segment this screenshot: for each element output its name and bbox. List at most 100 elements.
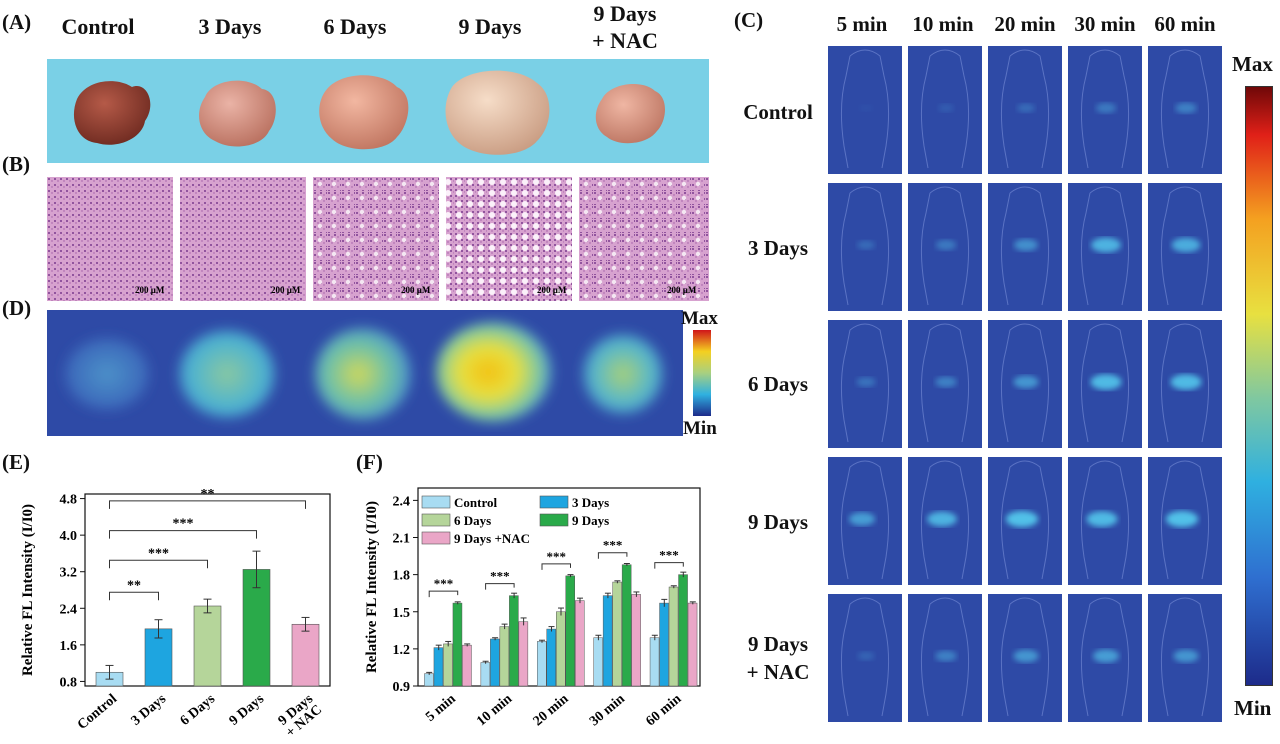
mouse-image-graphic [1160, 460, 1210, 580]
x-tick-label: 9 Days+ NAC [274, 691, 325, 740]
mouse-image [1068, 183, 1142, 311]
x-tick-label: 10 min [474, 691, 515, 729]
mouse-image-graphic [1080, 460, 1130, 580]
mouse-image-graphic [1080, 186, 1130, 306]
panel-label-a: (A) [2, 10, 32, 34]
mouse-image [1068, 457, 1142, 585]
d-colorbar [693, 330, 711, 416]
y-axis-label: Relative FL Intensity (I/I0) [364, 501, 380, 673]
y-tick-label: 4.0 [60, 529, 78, 544]
mouse-image [1148, 183, 1222, 311]
x-tick-label: 5 min [423, 691, 459, 724]
legend-label: 6 Days [454, 513, 491, 528]
liver-glow [1170, 374, 1202, 390]
liver-glow [935, 650, 957, 662]
mouse-image-graphic [1160, 186, 1210, 306]
x-tick-label: 6 Days [178, 691, 219, 729]
bar [631, 594, 641, 687]
mouse-image-graphic [920, 597, 970, 717]
mouse-image [1068, 46, 1142, 174]
significance-label: *** [659, 548, 679, 563]
legend-swatch [421, 531, 451, 545]
mouse-image [828, 457, 902, 585]
bar [424, 673, 434, 687]
row-label-control: Control [743, 100, 813, 124]
liver-glow [1013, 375, 1039, 389]
mouse-image [908, 183, 982, 311]
bar [678, 574, 688, 687]
panel-label-d: (D) [2, 296, 32, 320]
liver-fluorescence-strip [47, 310, 683, 436]
liver-9days-nac [595, 84, 665, 144]
row-label-3days: 3 Days [747, 236, 809, 260]
panel-label-c: (C) [734, 8, 764, 32]
significance-bracket [654, 562, 684, 569]
significance-bracket [109, 500, 306, 509]
bar [659, 602, 669, 687]
mouse-image [1068, 320, 1142, 448]
mouse-image [908, 46, 982, 174]
bar [575, 600, 585, 687]
liver-header-3days: 3 Days [198, 14, 262, 39]
mouse-outline [1080, 323, 1130, 443]
x-tick-label: 20 min [531, 691, 572, 729]
liver-glow [1013, 649, 1039, 663]
bar [499, 626, 510, 687]
liver-glow [1014, 239, 1038, 251]
bar [565, 575, 575, 687]
row-label-9days-nac: 9 Days + NAC [730, 630, 826, 686]
bar [593, 637, 603, 687]
mouse-image-graphic [1160, 597, 1210, 717]
mouse-image-graphic [1000, 186, 1050, 306]
histology-3days [180, 177, 306, 301]
y-tick-label: 1.2 [393, 643, 411, 658]
liver-glow [1017, 103, 1035, 113]
bar [480, 662, 491, 687]
mouse-image-graphic [920, 49, 970, 169]
time-header-30min: 30 min [1074, 12, 1136, 36]
mouse-image-graphic [840, 597, 890, 717]
liver-photos [73, 70, 665, 155]
mouse-outline [1080, 597, 1130, 717]
y-tick-label: 2.4 [60, 602, 78, 617]
mouse-outline [1000, 186, 1050, 306]
bar [509, 595, 519, 687]
significance-bracket [428, 590, 459, 598]
chart-f: 0.9 1.2 1.5 1.8 2.1 2.4 Relative FL Intensity … [364, 487, 701, 729]
mouse-image [988, 457, 1062, 585]
liver-photo-strip [47, 59, 709, 163]
liver-glow [935, 239, 957, 251]
mouse-outline [920, 460, 970, 580]
liver-glow [859, 104, 873, 112]
mouse-outline [1000, 597, 1050, 717]
mouse-image [908, 594, 982, 722]
mouse-image [1068, 594, 1142, 722]
significance-bracket [485, 583, 515, 590]
liver-fl-3days [179, 330, 275, 418]
mouse-image [988, 320, 1062, 448]
liver-header-control: Control [61, 14, 135, 39]
bar [612, 581, 622, 687]
mouse-outline [1080, 49, 1130, 169]
liver-3days [199, 80, 276, 147]
bar [443, 643, 453, 687]
panel-label-f: (F) [356, 450, 383, 474]
row-label-9days: 9 Days [747, 510, 809, 534]
liver-glow [1173, 649, 1199, 663]
mouse-image [1148, 320, 1222, 448]
legend-label: 3 Days [572, 495, 609, 510]
mouse-image [828, 46, 902, 174]
liver-glow [1092, 649, 1120, 663]
liver-glow [935, 376, 957, 388]
mouse-outline [920, 597, 970, 717]
mouse-image [988, 594, 1062, 722]
significance-label: *** [173, 517, 194, 532]
bar [490, 638, 500, 687]
mouse-outline [920, 323, 970, 443]
bar [687, 602, 698, 687]
liver-header-9days-nac: 9 Days + NAC [570, 0, 680, 54]
liver-glow [848, 512, 876, 526]
liver-glow [1005, 510, 1039, 528]
mouse-image-graphic [1000, 597, 1050, 717]
legend-swatch [421, 513, 451, 527]
